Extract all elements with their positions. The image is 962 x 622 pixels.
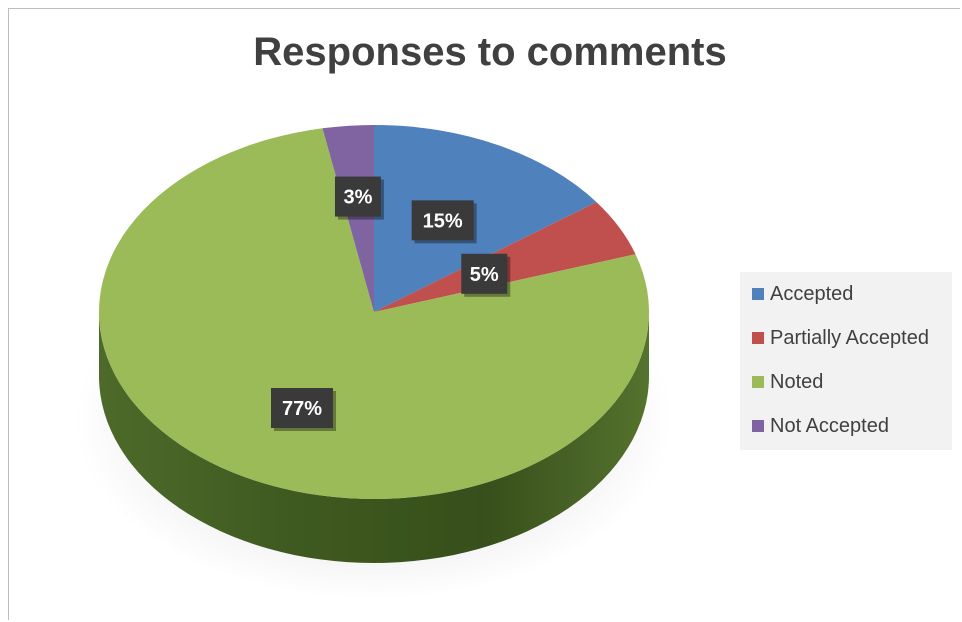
legend-label: Accepted	[770, 282, 854, 305]
data-label-not-accepted: 3%	[334, 176, 384, 220]
legend-item-not-accepted[interactable]: Not Accepted	[752, 414, 889, 438]
legend-swatch	[752, 376, 764, 388]
legend-label: Partially Accepted	[770, 326, 929, 349]
data-label-noted: 77%	[271, 388, 336, 431]
pie-side-noted	[99, 312, 649, 563]
legend-item-partially-accepted[interactable]: Partially Accepted	[752, 326, 929, 350]
legend-item-noted[interactable]: Noted	[752, 370, 823, 394]
legend: Accepted Partially Accepted Noted Not Accep…	[740, 272, 952, 450]
svg-text:77%: 77%	[282, 398, 322, 420]
legend-label: Noted	[770, 370, 824, 393]
pie-slice-noted[interactable]	[98, 128, 650, 500]
svg-text:3%: 3%	[344, 187, 373, 209]
svg-text:15%: 15%	[423, 210, 463, 232]
chart-frame	[8, 8, 960, 620]
pie-slice-accepted[interactable]	[374, 125, 597, 312]
pie-slice-not-accepted[interactable]	[322, 125, 374, 312]
data-label-accepted: 15%	[411, 200, 477, 244]
legend-swatch	[752, 332, 764, 344]
legend-label: Not Accepted	[770, 414, 889, 437]
legend-item-accepted[interactable]: Accepted	[752, 282, 853, 306]
chart-title: Responses to comments	[253, 30, 727, 74]
svg-text:5%: 5%	[470, 264, 499, 286]
legend-swatch	[752, 420, 764, 432]
data-label-partially-accepted: 5%	[461, 253, 511, 297]
legend-swatch	[752, 288, 764, 300]
